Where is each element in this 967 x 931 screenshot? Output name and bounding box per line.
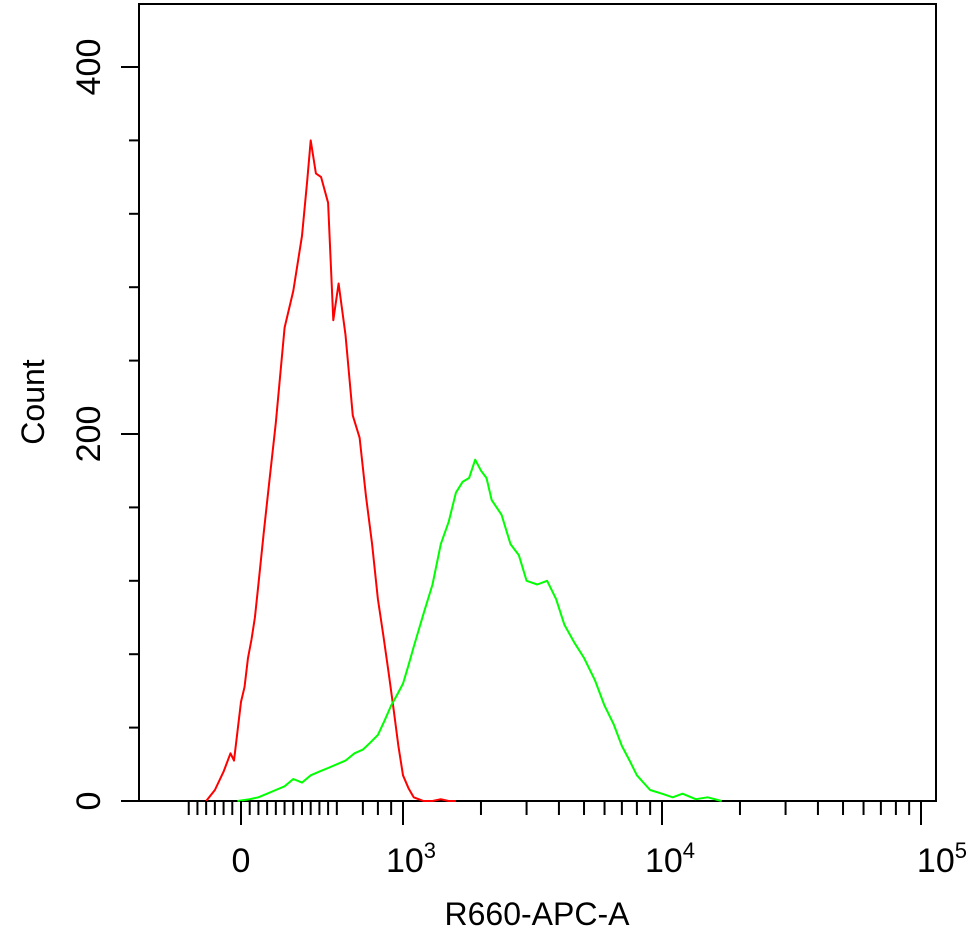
y-axis-tick-labels: 0 200 400 — [70, 39, 108, 811]
series-layer — [205, 139, 722, 802]
x-axis-title: R660-APC-A — [445, 896, 631, 931]
y-tick-label: 200 — [70, 406, 108, 463]
x-tick-label: 103 — [386, 838, 436, 880]
y-tick-label: 0 — [70, 792, 108, 811]
x-tick-label: 105 — [917, 838, 967, 880]
x-tick-label: 0 — [232, 842, 251, 880]
series-line-1 — [205, 139, 456, 802]
y-axis-ticks — [121, 66, 139, 802]
series-line-2 — [237, 458, 722, 802]
y-tick-label: 400 — [70, 39, 108, 96]
x-axis-ticks — [187, 801, 922, 825]
x-axis-tick-labels: 0 103 104 105 — [232, 838, 967, 880]
plot-frame — [138, 3, 937, 802]
x-tick-label: 104 — [645, 838, 695, 880]
y-axis-title: Count — [15, 359, 51, 445]
